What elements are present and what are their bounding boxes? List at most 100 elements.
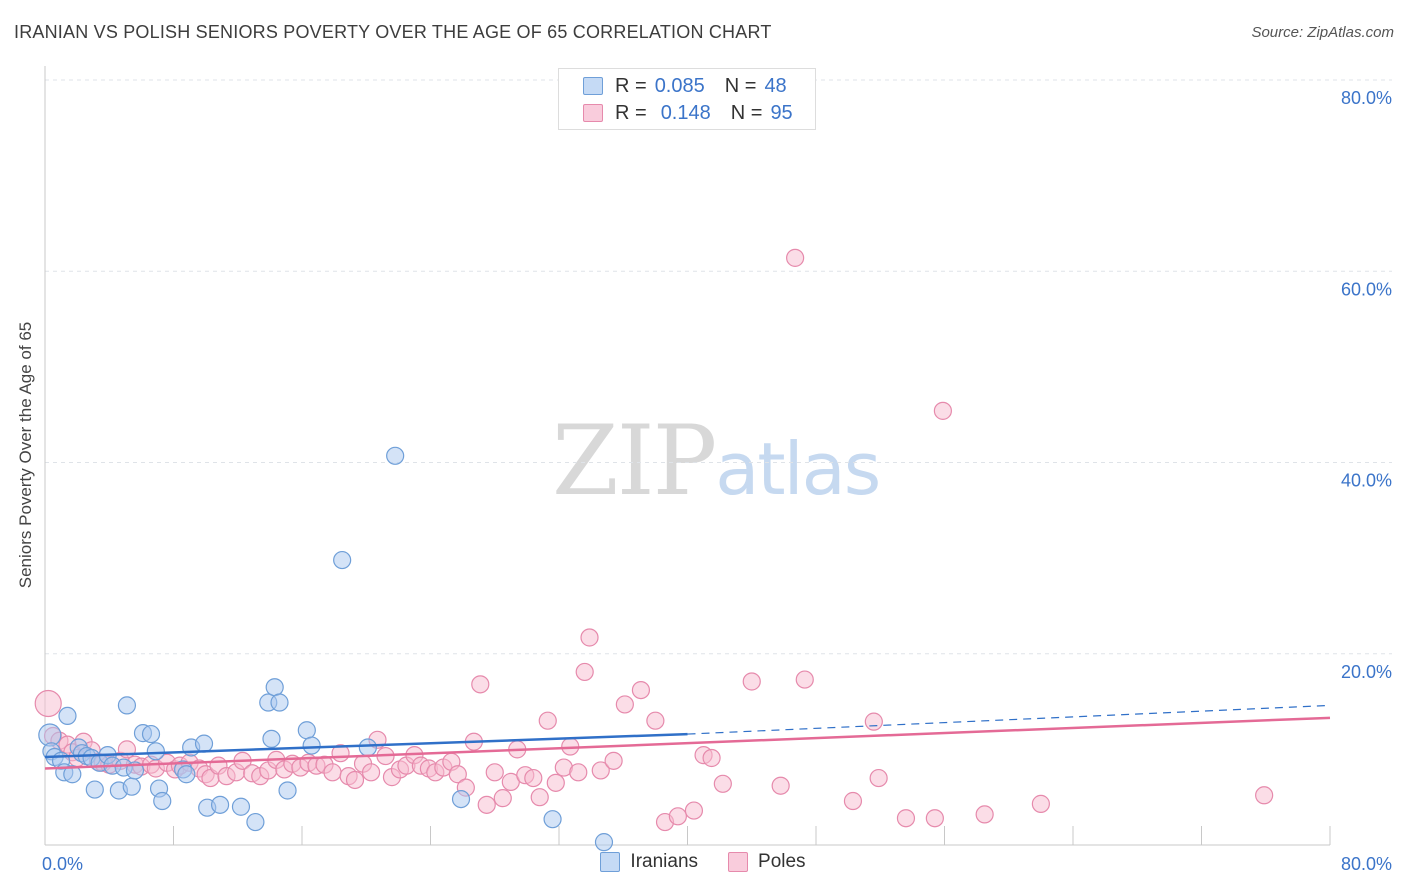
poles-point [34, 689, 62, 718]
iranians-point [358, 738, 377, 757]
x-tick-label-max: 80.0% [1341, 854, 1392, 874]
poles-point [524, 768, 543, 788]
poles-point [615, 695, 634, 714]
poles-point [668, 807, 687, 826]
poles-point [345, 770, 365, 790]
poles-point [631, 680, 651, 700]
iranians-points [38, 446, 614, 852]
correlation-legend: R = 0.085 N = 48 R = 0.148 N = 95 [558, 68, 816, 130]
iranians-point [386, 446, 405, 465]
poles-point [477, 795, 496, 814]
legend-n-label: N = [730, 101, 763, 124]
iranians-point [122, 777, 141, 796]
poles-point [538, 711, 557, 730]
legend-n-label: N = [724, 74, 757, 97]
poles-point [864, 712, 883, 731]
watermark: ZIPatlas [552, 405, 881, 517]
poles-point [771, 776, 790, 795]
y-tick-label-40: 40.0% [1341, 471, 1392, 491]
iranians-point [302, 736, 321, 755]
legend-row-poles: R = 0.148 N = 95 [583, 101, 793, 125]
legend-swatch-poles [728, 852, 749, 872]
legend-n-value-poles: 95 [770, 101, 793, 124]
iranians-point [117, 696, 137, 715]
poles-point [786, 248, 805, 267]
iranians-point [265, 678, 284, 697]
legend-r-value-iranians: 0.085 [654, 74, 705, 97]
poles-point [795, 670, 814, 689]
poles-point [591, 761, 610, 780]
x-tick-label-min: 0.0% [42, 854, 83, 874]
poles-point [546, 773, 565, 792]
legend-r-label: R = [615, 101, 647, 124]
iranians-point [58, 706, 77, 726]
iranians-point [333, 550, 352, 570]
legend-swatch-poles [583, 104, 603, 122]
poles-point [869, 768, 888, 788]
poles-point [843, 791, 863, 811]
chart-title: IRANIAN VS POLISH SENIORS POVERTY OVER T… [14, 22, 772, 42]
poles-point [702, 748, 721, 768]
iranians-point [63, 765, 82, 784]
iranians-point [141, 724, 161, 744]
poles-point [742, 672, 761, 691]
poles-point [323, 763, 342, 782]
poles-point [896, 809, 916, 828]
poles-point [1255, 786, 1274, 805]
poles-point [448, 765, 467, 784]
legend-r-value-poles: 0.148 [660, 101, 711, 124]
iranians-point [210, 795, 230, 814]
legend-n-value-iranians: 48 [764, 74, 787, 97]
iranians-point [451, 789, 471, 809]
iranians-point [278, 781, 297, 800]
iranians-point [231, 797, 251, 816]
gridlines [45, 79, 1392, 655]
poles-point [713, 774, 732, 793]
trend-lines [44, 704, 1331, 770]
source-label: Source: ZipAtlas.com [1251, 24, 1394, 41]
iranians-point [594, 833, 614, 852]
poles-point [1031, 794, 1050, 813]
legend-r-label: R = [615, 74, 647, 97]
iranians-point [85, 780, 104, 799]
poles-point [361, 763, 381, 782]
poles-point [933, 401, 952, 420]
iranians-point [262, 729, 281, 748]
legend-item-poles[interactable]: Poles [728, 851, 806, 873]
legend-label-poles: Poles [758, 851, 806, 872]
legend-swatch-iranians [583, 77, 603, 95]
y-tick-label-60: 60.0% [1341, 279, 1392, 299]
legend-swatch-iranians [600, 852, 621, 872]
iranians-point [297, 721, 316, 740]
iranians-point [177, 765, 196, 784]
poles-point [684, 801, 704, 820]
poles-trend-line [44, 716, 1331, 770]
iranians-point [194, 734, 214, 753]
iranians-trend-line [44, 732, 688, 759]
poles-point [646, 711, 665, 730]
iranians-point [146, 742, 165, 761]
poles-point [530, 788, 549, 807]
iranians-point [153, 791, 172, 811]
legend-label-iranians: Iranians [630, 851, 699, 872]
legend-item-iranians[interactable]: Iranians [600, 851, 698, 873]
poles-point [604, 751, 623, 770]
iranians-trend-extension [687, 704, 1331, 735]
poles-point [580, 628, 599, 647]
poles-point [575, 662, 594, 682]
poles-point [925, 809, 944, 828]
tick-labels: 20.0% 40.0% 60.0% 80.0% 0.0% 80.0% [42, 88, 1392, 874]
watermark-atlas: atlas [715, 427, 881, 511]
iranians-point [543, 810, 562, 829]
y-tick-label-80: 80.0% [1341, 88, 1392, 108]
watermark-zip: ZIP [552, 405, 717, 517]
poles-point [975, 805, 994, 824]
axes [44, 66, 1331, 846]
y-axis-title: Seniors Poverty Over the Age of 65 [16, 321, 35, 589]
iranians-point [270, 693, 289, 712]
y-tick-label-20: 20.0% [1341, 662, 1392, 682]
poles-point [485, 763, 504, 782]
poles-point [471, 675, 490, 694]
iranians-point [246, 812, 265, 832]
